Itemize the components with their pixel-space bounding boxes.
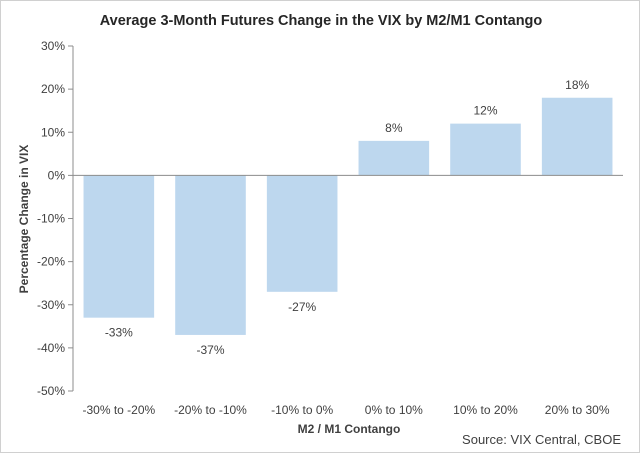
x-tick-label: -30% to -20%: [82, 403, 155, 417]
x-axis-label: M2 / M1 Contango: [298, 422, 401, 436]
bar: [541, 97, 613, 176]
y-tick-label: -10%: [37, 212, 65, 226]
bar: [83, 175, 155, 318]
data-label: 8%: [385, 121, 403, 135]
bar: [266, 175, 338, 292]
data-label: 18%: [565, 78, 589, 92]
data-label: -33%: [105, 326, 133, 340]
x-tick-label: 10% to 20%: [453, 403, 518, 417]
chart-title: Average 3-Month Futures Change in the VI…: [100, 13, 543, 29]
data-labels-group: -33% -37% -27% 8% 12% 18%: [105, 78, 590, 357]
x-tick-label: -10% to 0%: [271, 403, 333, 417]
y-tick-label: -50%: [37, 384, 65, 398]
data-label: -27%: [288, 300, 316, 314]
bar: [358, 140, 430, 176]
source-note: Source: VIX Central, CBOE: [462, 432, 621, 447]
y-axis: 30% 20% 10% 0% -10% -20% -30% -40% -50%: [37, 39, 74, 398]
x-tick-label: 20% to 30%: [545, 403, 610, 417]
bars-group: [83, 97, 613, 335]
x-tick-label: -20% to -10%: [174, 403, 247, 417]
y-tick-label: 30%: [41, 39, 65, 53]
x-tick-labels-group: -30% to -20% -20% to -10% -10% to 0% 0% to …: [82, 403, 609, 417]
data-label: 12%: [473, 104, 497, 118]
y-tick-label: -30%: [37, 298, 65, 312]
bar: [175, 175, 246, 335]
data-label: -37%: [196, 343, 224, 357]
bar: [450, 123, 521, 176]
y-tick-label: 0%: [48, 168, 66, 182]
y-tick-label: -40%: [37, 341, 65, 355]
x-tick-label: 0% to 10%: [365, 403, 423, 417]
y-axis-label: Percentage Change in VIX: [17, 145, 31, 294]
y-tick-label: -20%: [37, 255, 65, 269]
y-tick-label: 20%: [41, 82, 65, 96]
y-tick-label: 10%: [41, 125, 65, 139]
